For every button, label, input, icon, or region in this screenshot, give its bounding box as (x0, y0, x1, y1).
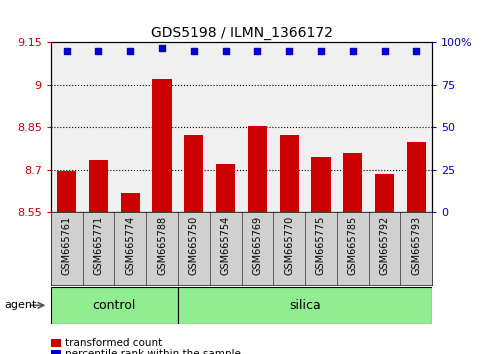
Point (127, 48, 134, 54)
Text: agent: agent (5, 300, 37, 310)
Text: GSM665775: GSM665775 (316, 216, 326, 275)
Text: GSM665774: GSM665774 (125, 216, 135, 275)
Text: GSM665754: GSM665754 (221, 216, 230, 275)
Bar (407, 142, 426, 212)
Bar (89, 160, 108, 212)
Bar (153, 79, 171, 212)
Point (63, 48, 71, 54)
Text: GSM665761: GSM665761 (62, 216, 71, 275)
Bar (185, 135, 203, 212)
Bar (51, 287, 178, 324)
Point (190, 48, 198, 54)
Text: GSM665792: GSM665792 (380, 216, 390, 275)
Point (381, 48, 388, 54)
Bar (280, 135, 298, 212)
Bar (312, 157, 330, 212)
Bar (375, 174, 394, 212)
Point (317, 48, 325, 54)
Bar (248, 126, 267, 212)
Bar (57, 171, 76, 212)
Text: GSM665785: GSM665785 (348, 216, 358, 275)
Point (349, 48, 356, 54)
Point (285, 48, 293, 54)
Title: GDS5198 / ILMN_1366172: GDS5198 / ILMN_1366172 (151, 26, 332, 40)
Bar (178, 287, 432, 324)
Text: silica: silica (289, 299, 321, 312)
Text: transformed count: transformed count (65, 338, 162, 348)
Text: GSM665769: GSM665769 (253, 216, 262, 275)
Bar (343, 153, 362, 212)
Point (95, 48, 102, 54)
Point (254, 48, 261, 54)
Point (158, 45, 166, 50)
Text: GSM665771: GSM665771 (93, 216, 103, 275)
Point (222, 48, 229, 54)
Text: percentile rank within the sample: percentile rank within the sample (65, 349, 241, 354)
Bar (121, 193, 140, 212)
Point (412, 48, 420, 54)
Bar (216, 164, 235, 212)
Text: control: control (93, 299, 136, 312)
Text: GSM665793: GSM665793 (412, 216, 421, 275)
Text: GSM665750: GSM665750 (189, 216, 199, 275)
Text: GSM665770: GSM665770 (284, 216, 294, 275)
Text: GSM665788: GSM665788 (157, 216, 167, 275)
